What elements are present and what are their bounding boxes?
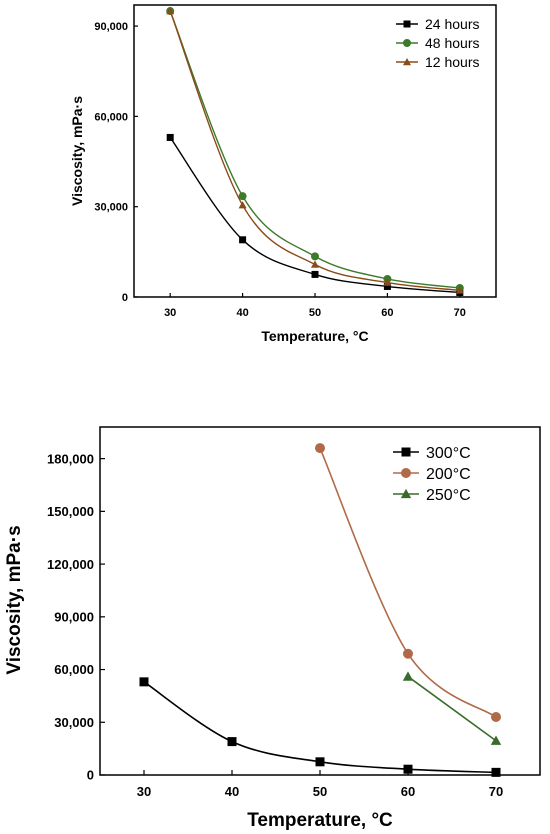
plot-frame [99,426,541,776]
legend-entry: 24 hours [396,16,479,32]
legend-label: 250°C [426,487,471,504]
x-axis-title: Temperature, °C [247,810,393,831]
y-tick-label: 90,000 [54,609,94,624]
legend-label: 200°C [426,466,471,483]
x-tick-label: 70 [489,784,503,799]
data-point [403,764,413,774]
data-point [315,757,325,767]
x-tick-labels: 30 40 50 60 70 [164,307,466,319]
legend-marker [403,20,411,28]
x-tick-label: 60 [401,784,415,799]
data-point [491,767,501,777]
x-tick-label: 30 [137,784,151,799]
series-line [407,675,497,742]
legend-label: 12 hours [425,54,479,70]
data-point [315,443,325,454]
data-point [403,648,413,659]
legend-label: 48 hours [425,35,479,51]
data-point [455,286,464,294]
chart-hours: 0 30,000 60,000 90,000 30 40 50 60 70 Temperatu… [69,4,497,344]
plot-area [100,443,502,777]
data-point [383,278,392,286]
legend-entry: 12 hours [396,54,479,70]
series-line [169,10,460,292]
series-line [169,137,460,294]
y-tick-label: 60,000 [94,111,128,123]
x-tick-label: 50 [313,784,327,799]
x-tick-label: 30 [164,307,176,319]
data-point [139,677,149,687]
plot-area [134,6,464,298]
data-point [166,6,175,15]
data-point [166,133,174,141]
legend-label: 300°C [426,445,471,462]
legend-entry: 200°C [393,466,471,483]
data-point [239,236,247,244]
y-tick-label: 30,000 [94,202,128,214]
data-point [311,270,319,278]
legend-entry: 48 hours [396,35,479,51]
y-tick-label: 30,000 [54,715,94,730]
data-point [490,735,502,745]
data-point [238,201,247,209]
legend-marker [401,447,411,457]
legend-entry: 250°C [393,487,471,504]
y-tick-label: 60,000 [54,662,94,677]
y-tick-label: 180,000 [47,451,94,466]
y-axis-title: Viscosity, mPa·s [69,96,85,206]
data-point [383,282,391,290]
x-tick-label: 60 [381,307,393,319]
series-line [169,10,460,289]
y-tick-label: 90,000 [94,21,128,33]
legend: 300°C 200°C 250°C [393,445,471,504]
y-tick-label: 0 [122,292,128,304]
x-tick-labels: 30 40 50 60 70 [137,784,503,799]
data-point [311,252,319,261]
x-tick-label: 40 [236,307,248,319]
legend-marker [403,39,411,47]
x-tick-label: 50 [309,307,321,319]
legend: 24 hours 48 hours 12 hours [396,16,479,70]
legend-entry: 300°C [393,445,471,462]
y-axis-title: Viscosity, mPa·s [4,525,25,674]
y-tick-label: 120,000 [47,557,94,572]
x-tick-label: 40 [225,784,239,799]
x-axis-title: Temperature, °C [261,328,368,344]
legend-label: 24 hours [425,16,479,32]
y-tick-label: 0 [87,768,94,783]
series-line [319,447,497,718]
y-tick-label: 150,000 [47,504,94,519]
legend-marker [401,468,411,478]
legend-marker [400,488,412,499]
data-point [310,260,320,268]
chart-temperature: 0 30,000 60,000 90,000 120,000 150,000 180,000… [4,426,541,831]
data-point [238,192,247,201]
data-point [491,712,501,722]
data-point [402,671,414,681]
x-tick-label: 70 [454,307,466,319]
y-tick-labels: 0 30,000 60,000 90,000 [94,21,128,304]
y-tick-labels: 0 30,000 60,000 90,000 120,000 150,000 180,000 [47,451,94,782]
legend-marker [402,57,412,66]
data-point [227,737,237,747]
